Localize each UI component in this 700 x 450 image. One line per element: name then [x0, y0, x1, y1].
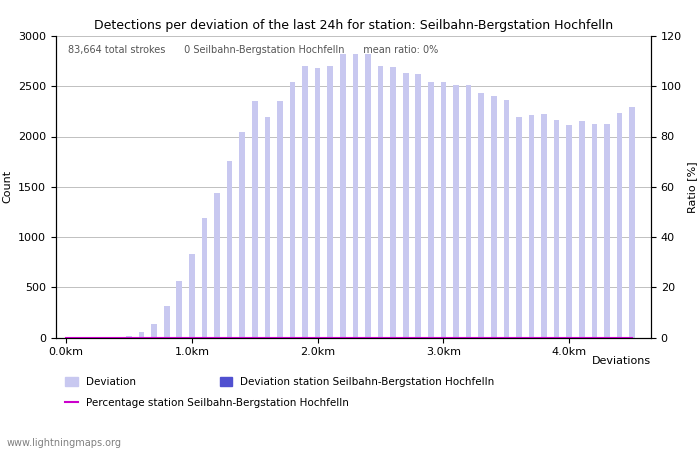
Bar — [503, 100, 509, 338]
Bar — [365, 54, 371, 338]
Bar — [328, 66, 333, 337]
Bar — [290, 82, 295, 338]
Bar — [403, 73, 409, 338]
Title: Detections per deviation of the last 24h for station: Seilbahn-Bergstation Hochf: Detections per deviation of the last 24h… — [94, 19, 613, 32]
Y-axis label: Count: Count — [3, 170, 13, 203]
Bar — [478, 93, 484, 338]
Bar — [302, 66, 308, 337]
Bar — [440, 82, 447, 338]
Text: 83,664 total strokes      0 Seilbahn-Bergstation Hochfelln      mean ratio: 0%: 83,664 total strokes 0 Seilbahn-Bergstat… — [68, 45, 438, 55]
Bar — [428, 82, 434, 338]
Bar — [554, 121, 559, 338]
Bar — [139, 333, 144, 338]
Bar — [252, 101, 258, 338]
Bar — [214, 193, 220, 338]
Bar — [466, 85, 471, 338]
Bar — [391, 67, 396, 338]
Bar — [227, 161, 232, 338]
Bar — [579, 122, 584, 338]
Bar — [629, 108, 635, 338]
Bar — [592, 125, 597, 338]
Bar — [453, 85, 459, 338]
Text: www.lightningmaps.org: www.lightningmaps.org — [7, 438, 122, 448]
Bar — [277, 101, 283, 338]
Bar — [126, 337, 132, 338]
Bar — [164, 306, 169, 338]
Bar — [617, 113, 622, 338]
Bar — [340, 54, 346, 338]
Bar — [528, 115, 534, 338]
Bar — [516, 117, 522, 338]
Bar — [265, 117, 270, 338]
Bar — [176, 281, 182, 338]
Bar — [491, 96, 496, 338]
Bar — [416, 74, 421, 338]
Bar — [189, 254, 195, 338]
Bar — [353, 54, 358, 338]
Bar — [151, 324, 157, 338]
Bar — [315, 68, 321, 338]
Bar — [541, 114, 547, 338]
Bar — [239, 132, 245, 338]
Bar — [566, 126, 572, 338]
Legend: Percentage station Seilbahn-Bergstation Hochfelln: Percentage station Seilbahn-Bergstation … — [61, 394, 354, 412]
Bar — [202, 218, 207, 338]
Y-axis label: Ratio [%]: Ratio [%] — [687, 161, 697, 212]
Bar — [604, 125, 610, 338]
Bar — [378, 66, 384, 337]
Text: Deviations: Deviations — [592, 356, 651, 365]
